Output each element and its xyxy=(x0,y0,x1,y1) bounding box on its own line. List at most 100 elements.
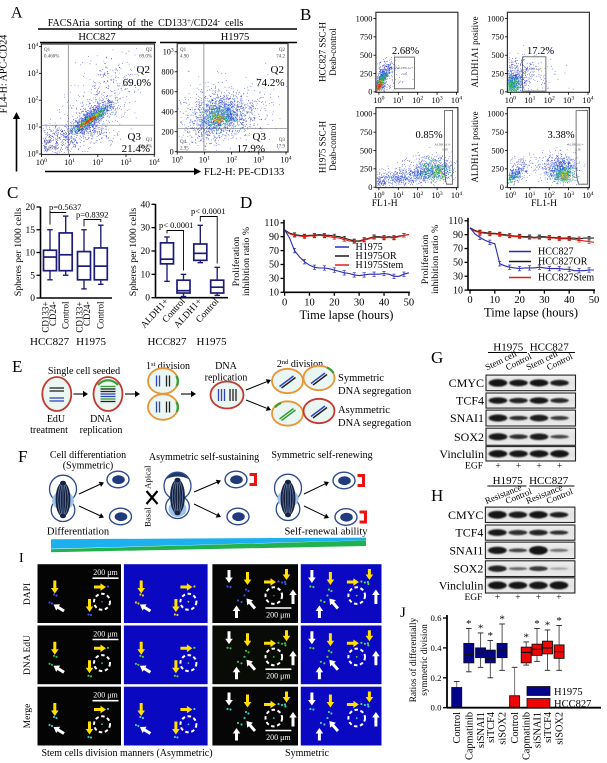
svg-text:0: 0 xyxy=(467,295,472,306)
svg-text:DNA: DNA xyxy=(215,361,237,372)
svg-text:0.4: 0.4 xyxy=(431,643,443,653)
svg-text:+: + xyxy=(536,462,541,472)
svg-text:ALDH1A1 positive: ALDH1A1 positive xyxy=(470,111,480,182)
svg-text:B: B xyxy=(300,5,311,24)
svg-text:*: * xyxy=(499,613,505,625)
svg-text:101: 101 xyxy=(393,191,404,200)
svg-text:104: 104 xyxy=(149,158,160,167)
svg-text:50: 50 xyxy=(269,260,279,271)
svg-text:90: 90 xyxy=(453,230,463,241)
svg-text:104: 104 xyxy=(451,191,462,200)
svg-text:HCC827: HCC827 xyxy=(78,32,115,43)
svg-text:*: * xyxy=(466,618,472,630)
svg-text:siTCF4: siTCF4 xyxy=(486,712,497,743)
svg-text:0.6: 0.6 xyxy=(431,613,443,623)
svg-text:800: 800 xyxy=(161,68,173,77)
svg-text:101: 101 xyxy=(524,191,535,200)
svg-text:5: 5 xyxy=(30,271,35,281)
svg-text:103: 103 xyxy=(253,155,264,164)
svg-text:100: 100 xyxy=(27,150,38,159)
svg-text:102: 102 xyxy=(544,96,555,105)
svg-text:40: 40 xyxy=(141,200,151,210)
svg-text:H1975: H1975 xyxy=(76,336,106,348)
svg-text:Proliferation: Proliferation xyxy=(420,235,431,285)
svg-text:0.16%: 0.16% xyxy=(44,147,57,152)
svg-text:103: 103 xyxy=(431,96,442,105)
svg-text:Asymmetric self-sustaining: Asymmetric self-sustaining xyxy=(149,452,259,463)
svg-text:SNAI1: SNAI1 xyxy=(450,411,484,425)
svg-text:Symmetric: Symmetric xyxy=(285,748,329,759)
svg-text:FL2-H: PE-CD133: FL2-H: PE-CD133 xyxy=(204,167,284,178)
svg-text:H: H xyxy=(431,486,443,505)
svg-text:FL4-H: APC-CD24: FL4-H: APC-CD24 xyxy=(0,35,10,114)
svg-text:17.9: 17.9 xyxy=(276,145,285,150)
svg-text:200 μm: 200 μm xyxy=(266,672,291,681)
svg-text:H1975: H1975 xyxy=(197,336,227,348)
svg-text:inhibition ratio %: inhibition ratio % xyxy=(430,225,441,294)
svg-text:10: 10 xyxy=(490,295,501,306)
svg-text:ALDH1A1+: ALDH1A1+ xyxy=(435,142,451,146)
svg-text:110: 110 xyxy=(264,218,279,229)
svg-text:I: I xyxy=(19,551,24,566)
svg-text:30: 30 xyxy=(141,224,151,234)
svg-text:100: 100 xyxy=(373,96,384,105)
svg-text:DNA: DNA xyxy=(90,414,112,425)
svg-text:Vinclulin: Vinclulin xyxy=(439,447,484,461)
svg-text:Control: Control xyxy=(96,301,106,329)
svg-text:70: 70 xyxy=(269,246,279,257)
svg-text:siSNAI1: siSNAI1 xyxy=(533,712,544,748)
svg-text:Spheres per 1000 cells: Spheres per 1000 cells xyxy=(128,208,139,297)
svg-text:Basal: Basal xyxy=(143,507,153,527)
svg-text:101: 101 xyxy=(199,155,210,164)
svg-text:Ratios of differentially: Ratios of differentially xyxy=(408,617,419,702)
svg-text:103: 103 xyxy=(563,191,574,200)
svg-text:103: 103 xyxy=(27,69,38,78)
svg-text:0: 0 xyxy=(145,294,150,304)
svg-text:400: 400 xyxy=(161,108,173,117)
svg-text:103: 103 xyxy=(121,158,132,167)
svg-text:500: 500 xyxy=(491,146,504,155)
svg-text:SNAI1: SNAI1 xyxy=(449,543,483,557)
svg-text:10: 10 xyxy=(453,285,463,296)
svg-text:Single cell seeded: Single cell seeded xyxy=(48,366,120,377)
svg-text:+: + xyxy=(557,462,562,472)
svg-text:H1975 SSC-H: H1975 SSC-H xyxy=(318,120,328,173)
svg-text:100: 100 xyxy=(373,191,384,200)
svg-text:FL1-H: FL1-H xyxy=(372,199,398,209)
svg-text:*: * xyxy=(556,615,562,627)
svg-text:Q1: Q1 xyxy=(180,48,187,53)
svg-text:HCC827: HCC827 xyxy=(30,336,70,348)
svg-text:+: + xyxy=(556,593,561,603)
svg-text:0: 0 xyxy=(170,148,174,157)
svg-text:Capmatinib: Capmatinib xyxy=(522,712,533,760)
svg-text:DNA segregation: DNA segregation xyxy=(338,418,412,429)
svg-text:1000: 1000 xyxy=(356,14,373,23)
svg-text:Q3: Q3 xyxy=(253,131,267,143)
svg-text:104: 104 xyxy=(451,96,462,105)
svg-text:HCC827: HCC827 xyxy=(147,336,187,348)
svg-text:A: A xyxy=(11,5,23,22)
svg-text:30: 30 xyxy=(354,297,365,308)
svg-text:+: + xyxy=(495,593,500,603)
svg-text:103: 103 xyxy=(563,96,574,105)
svg-text:HCC827OR: HCC827OR xyxy=(538,257,588,268)
svg-text:HCC827: HCC827 xyxy=(538,247,574,258)
svg-text:0.2: 0.2 xyxy=(431,673,442,683)
svg-text:SOX2: SOX2 xyxy=(454,430,484,444)
svg-text:2.68%: 2.68% xyxy=(392,46,419,57)
svg-text:100: 100 xyxy=(172,155,183,164)
svg-text:90: 90 xyxy=(269,232,279,243)
svg-text:74.2: 74.2 xyxy=(276,55,285,60)
svg-text:HCC827: HCC827 xyxy=(529,475,569,487)
svg-text:Deab-control: Deab-control xyxy=(328,28,338,76)
svg-text:*: * xyxy=(523,631,529,643)
svg-text:siSOX2: siSOX2 xyxy=(498,712,509,745)
svg-text:TCF4: TCF4 xyxy=(455,526,483,540)
svg-text:Q4: Q4 xyxy=(180,140,187,145)
svg-text:17.2: 17.2 xyxy=(529,73,535,77)
svg-text:CD133+: CD133+ xyxy=(41,302,51,333)
svg-text:0: 0 xyxy=(282,297,287,308)
svg-text:treatment: treatment xyxy=(30,425,68,436)
svg-text:100: 100 xyxy=(505,96,516,105)
svg-text:p< 0.0001: p< 0.0001 xyxy=(159,220,194,230)
